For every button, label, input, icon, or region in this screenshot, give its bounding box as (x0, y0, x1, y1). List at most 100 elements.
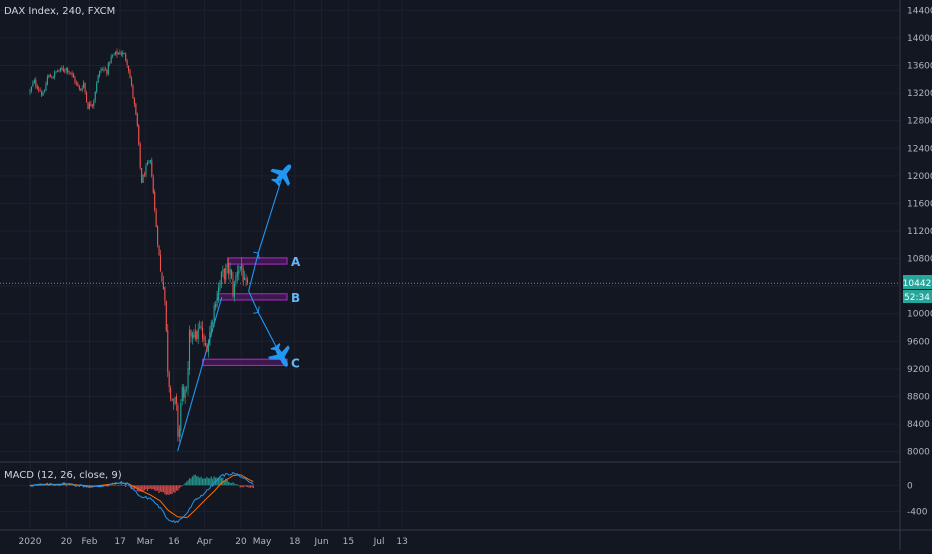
candle-body-down (80, 88, 82, 91)
price-tick-label: 8400 (907, 420, 930, 430)
histogram-bar-negative (170, 485, 172, 495)
histogram-bar-positive (119, 485, 121, 486)
candle-body-up (239, 266, 241, 270)
histogram-bar-positive (197, 476, 199, 486)
candle-body-down (120, 53, 122, 55)
histogram-bar-positive (186, 481, 188, 486)
histogram-bar-positive (233, 483, 236, 486)
candle-body-up (219, 282, 221, 290)
candle-body-up (180, 403, 182, 431)
price-tick-label: 11600 (907, 199, 932, 209)
histogram-bar-negative (54, 485, 56, 487)
candle-body-down (62, 68, 64, 71)
histogram-bar-positive (206, 476, 208, 486)
candle-body-up (117, 52, 119, 55)
histogram-bar-positive (120, 483, 122, 486)
price-tick-label: 8800 (907, 392, 930, 402)
histogram-bar-negative (125, 485, 127, 487)
candle-body-up (33, 80, 35, 84)
candle-body-up (107, 62, 109, 75)
histogram-bar-positive (200, 476, 202, 486)
candle-body-up (244, 277, 246, 281)
candle-body-up (115, 51, 117, 54)
histogram-bar-negative (148, 485, 150, 490)
candle-body-up (174, 397, 176, 404)
candle-body-up (48, 75, 50, 78)
airplane-up-icon-shape (270, 164, 292, 187)
candle-body-down (242, 268, 244, 283)
current-price-label: 10442 (903, 279, 932, 289)
candle-body-down (206, 345, 208, 352)
time-tick-label: Jul (373, 537, 385, 547)
histogram-bar-negative (251, 485, 253, 488)
candle-body-down (151, 160, 153, 177)
candle-body-down (135, 103, 137, 115)
histogram-bar-positive (226, 479, 228, 486)
countdown-badge (903, 290, 932, 303)
candle-body-down (246, 279, 249, 283)
zone-label-a: A (291, 255, 301, 269)
chart-title: DAX Index, 240, FXCM (4, 6, 115, 17)
time-tick-label: 20 (61, 537, 73, 547)
histogram-bar-positive (183, 484, 185, 486)
candle-body-up (30, 86, 32, 91)
candle-body-down (158, 245, 160, 256)
candle-body-down (41, 91, 43, 96)
candle-body-down (241, 263, 243, 270)
current-price-badge (903, 275, 932, 289)
candle-body-down (132, 85, 134, 98)
histogram-bar-positive (116, 484, 118, 486)
candle-body-up (210, 322, 212, 335)
candle-body-down (78, 85, 80, 89)
candle-body-down (61, 68, 63, 69)
histogram-bar-negative (167, 485, 169, 495)
histogram-bar-positive (232, 482, 234, 486)
histogram-bar-positive (196, 476, 198, 486)
price-tick-label: 14400 (907, 6, 932, 16)
price-tick-label: 9600 (907, 337, 930, 347)
histogram-bar-positive (220, 477, 222, 486)
histogram-bar-negative (143, 485, 146, 491)
histogram-bar-positive (70, 484, 72, 486)
candle-body-down (67, 68, 69, 73)
price-tick-label: 13600 (907, 62, 932, 72)
candle-body-up (238, 270, 240, 274)
candle-body-up (88, 103, 90, 109)
price-tick-label: 8000 (907, 448, 930, 458)
histogram-bar-positive (43, 485, 46, 486)
histogram-bar-negative (175, 485, 178, 491)
candle-body-down (203, 336, 205, 341)
macd-lines (29, 471, 254, 524)
time-tick-label: 2020 (19, 537, 42, 547)
time-tick-label: 13 (396, 537, 407, 547)
candle-body-down (177, 405, 179, 437)
candle-body-up (200, 326, 202, 329)
candle-body-down (72, 73, 75, 78)
candle-body-down (144, 174, 146, 176)
candle-body-down (232, 278, 234, 296)
candle-body-down (104, 69, 106, 71)
time-tick-label: May (253, 537, 272, 547)
candle-body-down (39, 89, 41, 92)
candle-body-down (159, 254, 162, 272)
time-tick-label: Apr (197, 537, 213, 547)
candle-body-down (139, 143, 141, 168)
candle-body-down (171, 398, 173, 401)
histogram-bar-positive (62, 484, 64, 486)
histogram-bar-negative (168, 485, 170, 495)
candle-body-up (112, 55, 114, 57)
candle-body-down (202, 328, 204, 339)
candle-body-down (154, 191, 156, 210)
time-axis[interactable]: 2020 20 Feb 17 Mar 16 Apr 20 May 18 Jun 15 Jul 13 (19, 537, 408, 547)
candle-body-down (136, 113, 138, 126)
histogram-bar-negative (245, 485, 247, 487)
candle-body-down (71, 72, 73, 75)
candle-body-down (126, 60, 128, 66)
histogram-bar-negative (158, 485, 160, 494)
candle-body-down (84, 82, 86, 92)
price-candles (29, 48, 249, 442)
candle-body-up (94, 91, 96, 101)
candle-body-down (161, 272, 163, 282)
